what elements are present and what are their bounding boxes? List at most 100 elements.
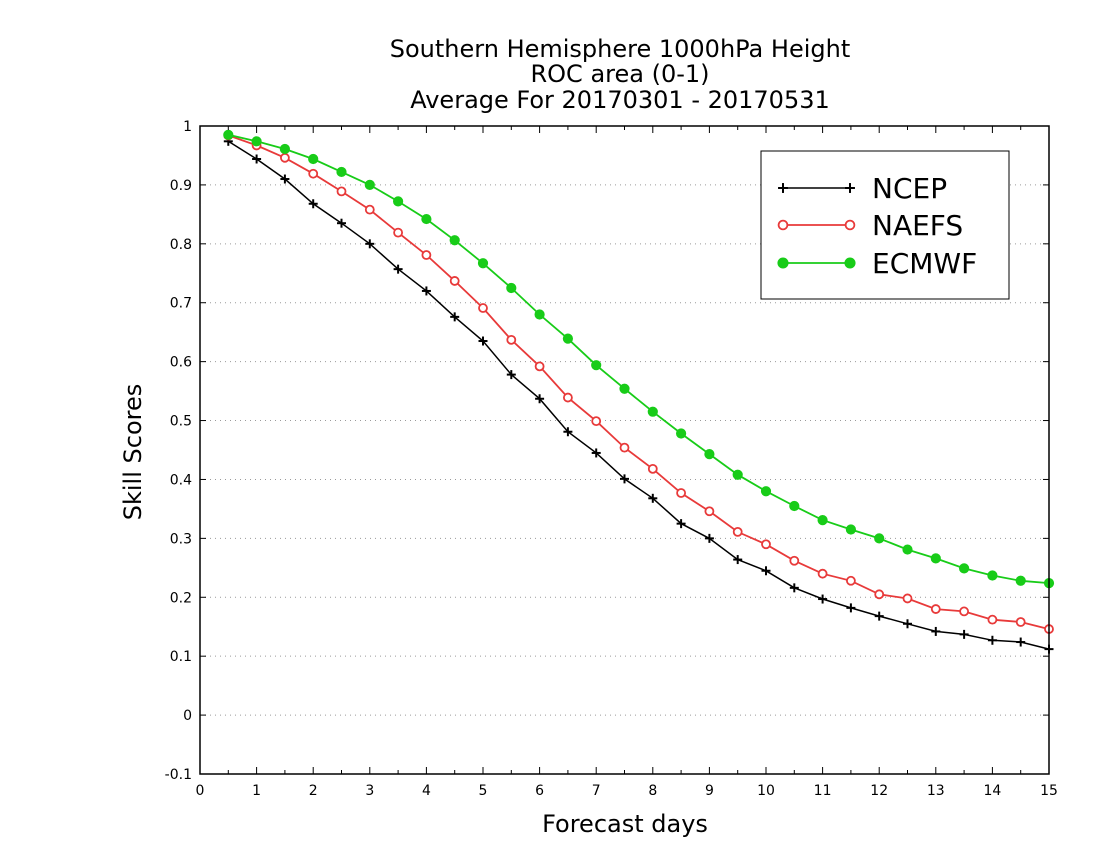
series-ecmwf: [223, 129, 1055, 589]
data-point-plus: [704, 533, 714, 543]
data-point-plus: [252, 154, 262, 164]
data-point-filled-circle: [506, 282, 517, 294]
data-point-plus: [1016, 637, 1026, 647]
x-tick-label: 14: [983, 783, 1001, 799]
data-point-open-circle: [534, 361, 545, 372]
data-point-plus: [308, 199, 318, 209]
data-point-filled-circle: [777, 257, 789, 269]
data-point-plus: [535, 394, 545, 404]
data-point-open-circle: [647, 463, 658, 474]
data-point-plus: [620, 474, 629, 484]
data-point-filled-circle: [449, 235, 460, 246]
x-tick-label: 12: [870, 783, 888, 799]
data-point-filled-circle: [591, 360, 602, 371]
x-tick-label: 15: [1040, 783, 1058, 799]
y-tick-label: 0: [183, 708, 192, 724]
data-point-filled-circle: [844, 257, 856, 269]
x-tick-label: 9: [705, 783, 714, 799]
data-point-filled-circle: [336, 166, 347, 178]
legend-label: NCEP: [872, 172, 947, 205]
data-point-open-circle: [761, 539, 771, 550]
data-point-filled-circle: [477, 258, 489, 269]
data-point-plus: [959, 629, 969, 639]
data-point-plus: [846, 603, 856, 613]
y-tick-label: 0.7: [170, 296, 192, 312]
data-series: [223, 129, 1055, 654]
data-point-plus: [648, 493, 658, 503]
series-naefs: [223, 130, 1054, 634]
data-point-plus: [450, 312, 460, 322]
data-point-filled-circle: [959, 563, 970, 574]
data-point-plus: [778, 183, 788, 193]
data-point-plus: [365, 239, 375, 249]
data-point-open-circle: [844, 219, 856, 231]
series-line: [228, 134, 1050, 630]
data-point-open-circle: [704, 506, 715, 517]
data-point-filled-circle: [421, 213, 432, 225]
x-tick-label: 10: [757, 783, 775, 799]
data-point-plus: [818, 594, 828, 604]
y-tick-label: 1: [183, 119, 192, 135]
chart-title-line-2: ROC area (0-1): [530, 60, 709, 88]
data-point-open-circle: [676, 488, 686, 498]
data-point-plus: [591, 448, 601, 458]
series-line: [227, 140, 1050, 650]
data-point-plus: [733, 555, 743, 565]
data-point-plus: [563, 427, 573, 437]
data-point-filled-circle: [930, 553, 941, 564]
data-point-plus: [676, 519, 686, 529]
data-point-plus: [506, 370, 516, 380]
data-point-plus: [874, 611, 884, 621]
data-point-plus: [845, 183, 855, 193]
axis-ticks: -0.100.10.20.30.40.50.60.70.80.910 1 2 3 4 5 6…: [165, 119, 1058, 799]
data-point-open-circle: [308, 168, 319, 179]
data-point-open-circle: [987, 614, 998, 625]
legend-label: NAEFS: [872, 209, 963, 242]
x-tick-label: 2: [309, 783, 318, 799]
data-point-open-circle: [732, 526, 743, 537]
data-point-open-circle: [817, 568, 828, 579]
x-tick-label: 5: [479, 783, 488, 799]
data-point-filled-circle: [987, 570, 998, 581]
data-point-open-circle: [619, 442, 630, 453]
data-point-plus: [903, 619, 912, 629]
data-point-plus: [931, 626, 941, 636]
data-point-plus: [987, 635, 997, 645]
data-point-open-circle: [591, 416, 602, 427]
data-point-filled-circle: [393, 196, 404, 207]
y-tick-label: -0.1: [165, 767, 192, 783]
data-point-plus: [337, 218, 346, 228]
data-point-plus: [789, 583, 799, 593]
legend-label: ECMWF: [872, 247, 977, 280]
x-tick-label: 13: [927, 783, 945, 799]
data-point-plus: [761, 566, 771, 576]
data-point-filled-circle: [760, 486, 772, 497]
data-point-open-circle: [777, 219, 789, 231]
data-point-filled-circle: [874, 533, 885, 544]
data-point-open-circle: [959, 606, 969, 617]
data-point-filled-circle: [562, 333, 574, 344]
y-tick-label: 0.5: [170, 414, 192, 430]
data-point-filled-circle: [647, 406, 658, 417]
legend-item-naefs: NAEFS: [777, 209, 963, 242]
data-point-open-circle: [930, 604, 941, 614]
data-point-filled-circle: [223, 129, 234, 140]
data-point-filled-circle: [1015, 575, 1026, 586]
data-point-open-circle: [789, 555, 800, 566]
data-point-filled-circle: [704, 449, 715, 460]
legend-item-ncep: NCEP: [778, 172, 947, 205]
x-tick-label: 6: [535, 783, 544, 799]
data-point-open-circle: [421, 250, 432, 260]
data-point-open-circle: [393, 227, 404, 238]
legend-items: NCEP NAEFS ECMWF: [777, 172, 977, 280]
data-point-filled-circle: [732, 469, 743, 480]
data-point-plus: [393, 264, 403, 274]
data-point-open-circle: [336, 186, 347, 197]
x-tick-label: 4: [422, 783, 431, 799]
data-point-open-circle: [1015, 617, 1026, 627]
data-point-open-circle: [563, 392, 573, 403]
y-tick-label: 0.6: [170, 355, 192, 371]
data-point-filled-circle: [364, 179, 375, 191]
data-point-open-circle: [279, 152, 290, 163]
data-point-plus: [280, 174, 290, 184]
